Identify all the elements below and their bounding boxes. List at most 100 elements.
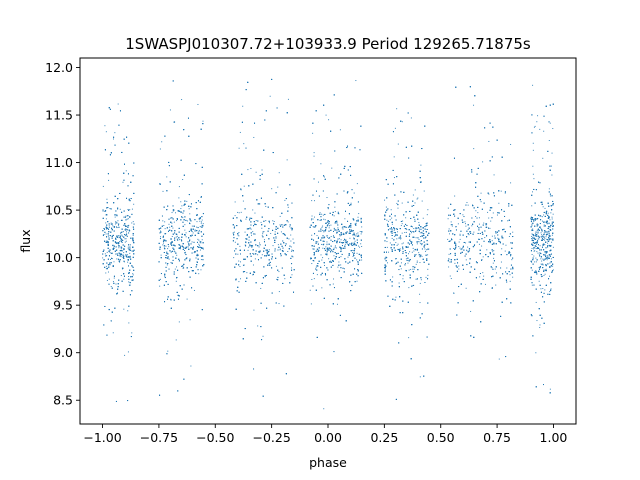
data-point	[320, 163, 322, 165]
data-point	[128, 281, 130, 283]
data-point	[129, 255, 131, 257]
data-point	[167, 350, 169, 352]
data-point	[290, 234, 292, 236]
data-point	[238, 212, 240, 214]
data-point	[106, 279, 108, 281]
data-point	[172, 210, 174, 212]
data-point	[192, 232, 194, 234]
data-point	[537, 240, 539, 242]
data-point	[549, 235, 551, 237]
data-point	[402, 275, 404, 277]
data-point	[533, 178, 535, 180]
data-point	[234, 241, 236, 243]
data-point	[105, 131, 107, 133]
data-point	[491, 235, 493, 237]
data-point	[352, 234, 354, 236]
data-point	[346, 243, 348, 245]
data-point	[339, 234, 340, 236]
data-point	[329, 249, 331, 251]
data-point	[334, 245, 336, 247]
data-point	[173, 250, 175, 252]
data-point	[190, 235, 192, 237]
data-point	[453, 247, 455, 249]
data-point	[532, 142, 534, 144]
data-point	[542, 264, 544, 266]
data-point	[172, 227, 174, 229]
data-point	[330, 260, 332, 262]
data-point	[505, 244, 507, 246]
data-point	[451, 238, 453, 240]
data-point	[127, 351, 129, 353]
data-point	[176, 238, 178, 240]
data-point	[360, 219, 362, 221]
data-point	[544, 207, 546, 209]
data-point	[493, 250, 495, 252]
data-point	[361, 259, 363, 261]
data-point	[265, 205, 267, 207]
data-point	[487, 211, 489, 213]
data-point	[414, 189, 416, 191]
data-point	[179, 239, 181, 241]
data-point	[345, 232, 347, 234]
data-point	[323, 218, 325, 220]
data-point	[110, 252, 112, 254]
data-point	[316, 274, 318, 276]
data-point	[533, 126, 535, 128]
data-point	[534, 219, 536, 221]
data-point	[311, 278, 313, 280]
data-point	[287, 206, 289, 208]
data-point	[357, 216, 359, 218]
data-point	[453, 292, 455, 294]
data-point	[493, 174, 495, 176]
data-point	[448, 253, 450, 255]
data-point	[510, 255, 512, 257]
data-point	[287, 250, 289, 252]
data-point	[199, 218, 201, 220]
data-point	[354, 240, 356, 242]
data-point	[238, 260, 240, 262]
data-point	[310, 219, 312, 221]
data-point	[321, 226, 323, 228]
data-point	[118, 235, 120, 237]
data-point	[531, 233, 533, 235]
data-point	[280, 254, 282, 256]
data-point	[238, 235, 240, 237]
data-point	[253, 309, 255, 311]
data-point	[118, 247, 120, 249]
data-point	[549, 262, 551, 264]
data-point	[287, 98, 289, 100]
data-point	[396, 202, 398, 204]
data-point	[497, 237, 499, 239]
data-point	[271, 188, 273, 190]
data-point	[393, 229, 395, 231]
data-point	[106, 198, 108, 200]
data-point	[248, 239, 250, 241]
data-point	[470, 310, 472, 312]
data-point	[166, 264, 168, 266]
data-point	[388, 251, 390, 253]
data-point	[342, 242, 344, 244]
data-point	[550, 212, 552, 214]
data-point	[547, 242, 549, 244]
data-point	[160, 231, 162, 233]
data-point	[540, 258, 542, 260]
data-point	[118, 237, 120, 239]
data-point	[393, 231, 395, 233]
data-point	[359, 231, 361, 233]
data-point	[342, 232, 344, 234]
data-point	[128, 224, 130, 226]
data-point	[533, 250, 535, 252]
data-point	[126, 231, 128, 233]
data-point	[165, 257, 167, 259]
data-point	[132, 274, 134, 276]
data-point	[162, 220, 164, 222]
data-point	[465, 225, 467, 227]
data-point	[399, 248, 401, 250]
data-point	[488, 140, 490, 142]
data-point	[333, 278, 335, 280]
data-point	[252, 209, 254, 211]
data-point	[419, 302, 421, 304]
data-point	[402, 242, 404, 244]
data-point	[330, 224, 332, 226]
data-point	[200, 241, 202, 243]
